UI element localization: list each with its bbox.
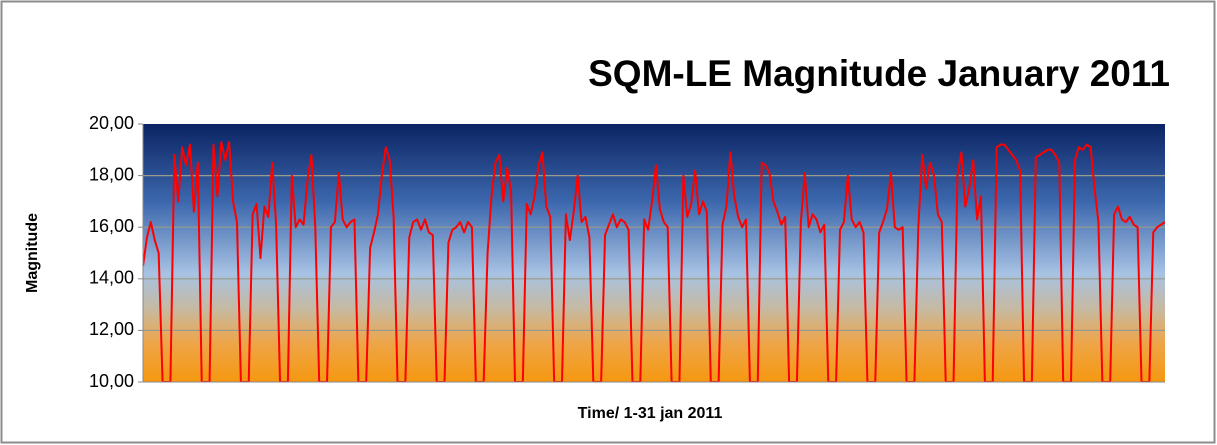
y-tick-label: 14,00 xyxy=(89,268,134,288)
series xyxy=(143,141,1165,382)
data-line xyxy=(143,141,1165,382)
labels: 10,00 12,00 14,00 16,00 18,00 20,00 xyxy=(89,113,1165,391)
y-axis-title: Magnitude xyxy=(24,213,41,293)
y-tick-label: 12,00 xyxy=(89,319,134,339)
y-tick-label: 16,00 xyxy=(89,216,134,236)
chart-title: SQM-LE Magnitude January 2011 xyxy=(588,53,1170,94)
x-axis-title: Time/ 1-31 jan 2011 xyxy=(578,405,723,422)
y-tick-label: 18,00 xyxy=(89,164,134,184)
plot-area xyxy=(143,124,1165,382)
y-tick-label: 10,00 xyxy=(89,371,134,391)
y-tick-label: 20,00 xyxy=(89,113,134,133)
